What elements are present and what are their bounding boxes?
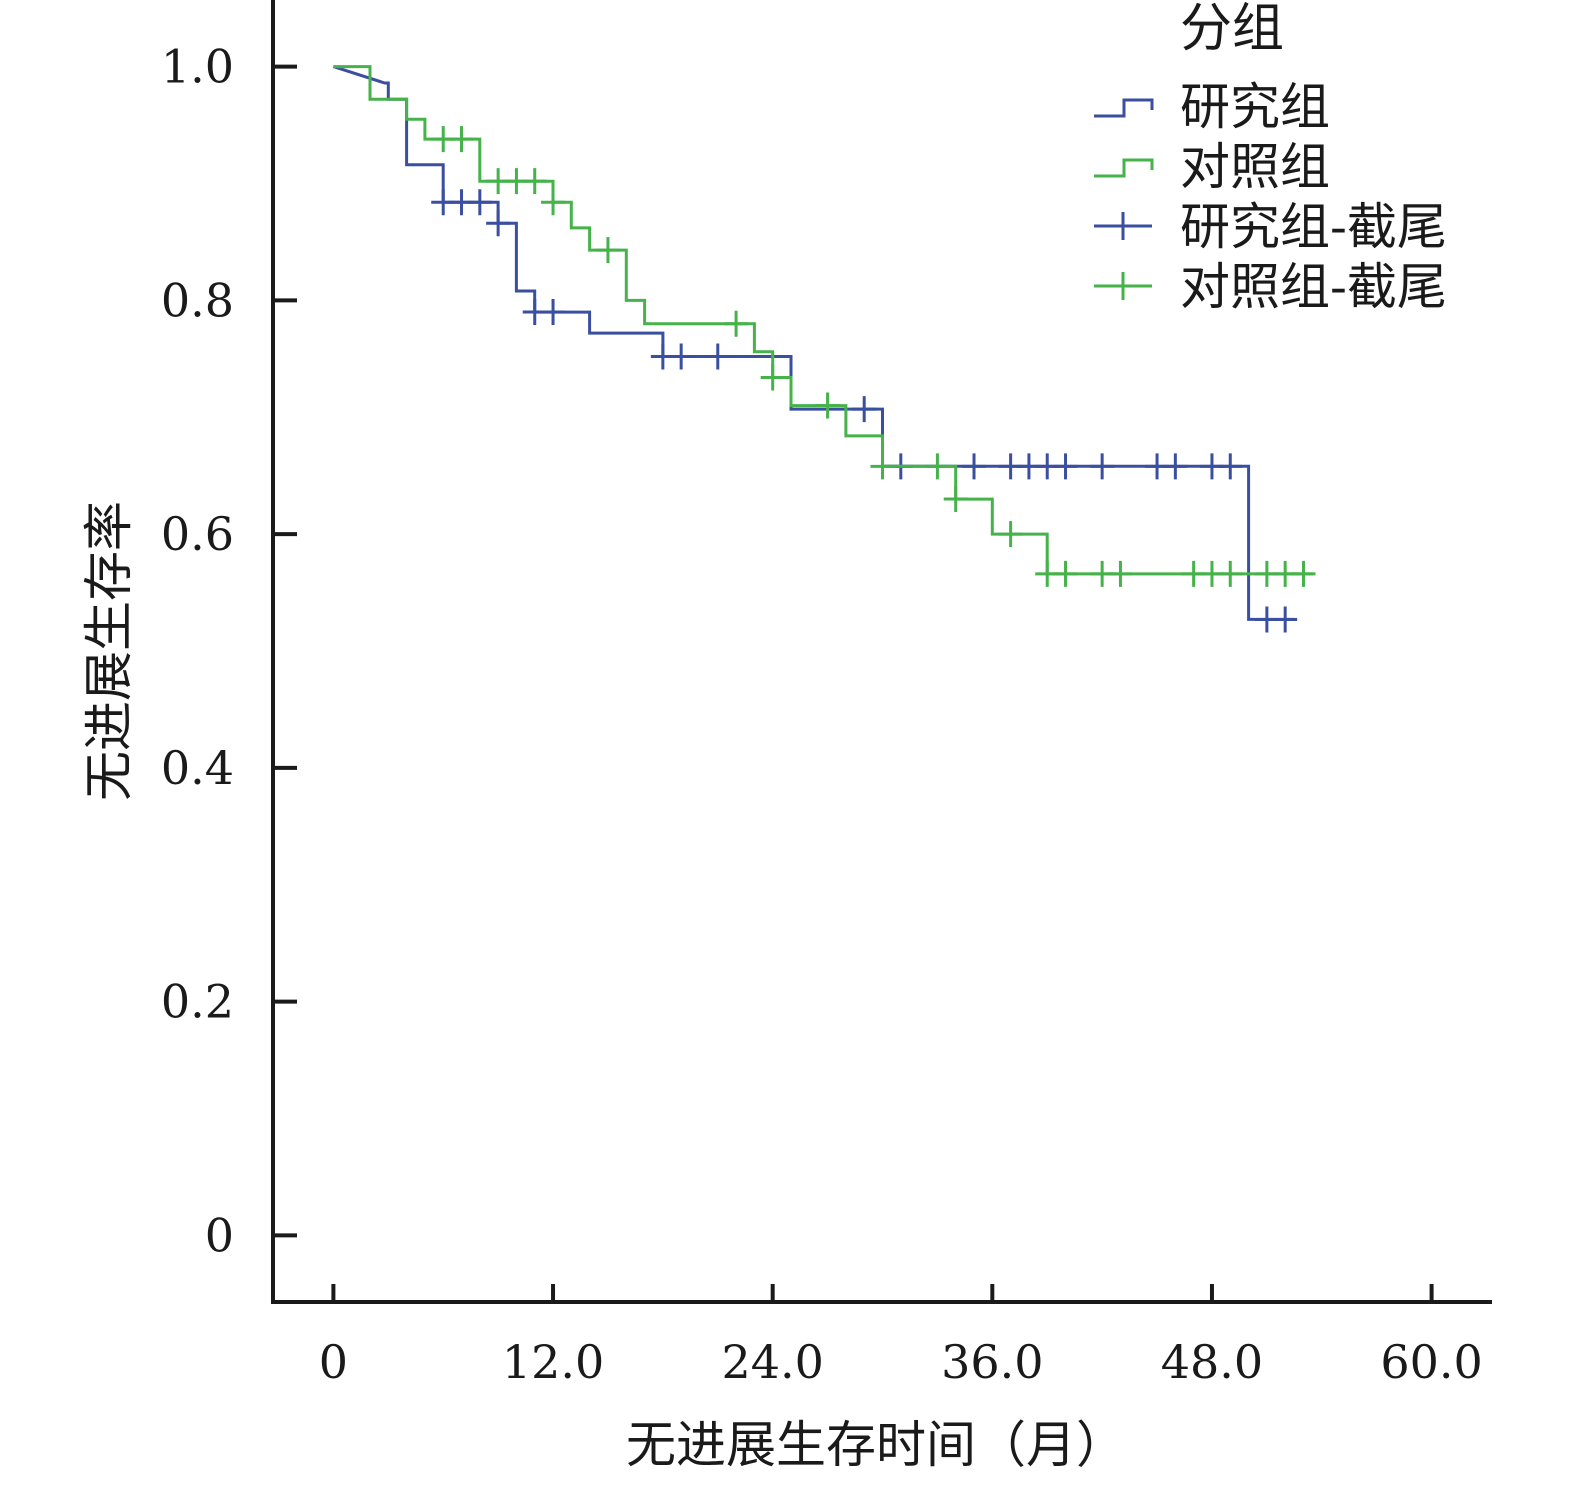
research-censor-mark [852, 396, 877, 423]
control-censor-mark [1053, 560, 1078, 587]
research-censor-mark [541, 299, 566, 326]
y-axis-title: 无进展生存率 [80, 501, 138, 801]
y-tick-label: 0.8 [161, 273, 234, 327]
legend-swatch-research-censor [1094, 212, 1152, 240]
y-tick-label: 0 [205, 1208, 234, 1262]
control-censor-mark [595, 237, 620, 264]
research-censor-mark [669, 343, 694, 370]
control-survival-line [333, 65, 1313, 576]
research-censor-mark [1163, 453, 1188, 480]
research-censor-mark [1053, 453, 1078, 480]
research-censor-mark [1218, 453, 1243, 480]
legend-title: 分组 [1180, 0, 1284, 59]
y-tick-label: 0.6 [161, 507, 234, 561]
control-censor-mark [541, 189, 566, 216]
legend-swatch-control-censor [1094, 272, 1152, 300]
research-censor-mark [705, 343, 730, 370]
control-censor-mark [925, 453, 950, 480]
x-tick-label: 12.0 [502, 1335, 604, 1389]
research-censor-mark [962, 453, 987, 480]
research-censor-mark [1273, 606, 1298, 633]
y-tick-label: 1.0 [161, 40, 234, 94]
x-tick-label: 0 [319, 1335, 348, 1389]
legend-swatch-research-line [1094, 98, 1154, 118]
x-tick-label: 60.0 [1380, 1335, 1482, 1389]
research-censor-mark [1090, 453, 1115, 480]
y-tick-label: 0.4 [161, 741, 234, 795]
series-group [332, 65, 1316, 633]
x-axis-title: 无进展生存时间（月） [626, 1416, 1126, 1474]
x-tick-label: 48.0 [1161, 1335, 1263, 1389]
control-censor-mark [724, 310, 749, 337]
control-censor-mark [760, 364, 785, 391]
control-censor-mark [998, 521, 1023, 548]
research-censor-mark [486, 210, 511, 237]
control-censor-mark [870, 453, 895, 480]
control-censor-mark [1218, 560, 1243, 587]
legend-label: 研究组 [1180, 78, 1330, 136]
control-censor-mark [1108, 560, 1133, 587]
legend-swatch-control-line [1094, 158, 1154, 178]
y-tick-label: 0.2 [161, 975, 234, 1029]
legend-label: 对照组 [1180, 138, 1330, 196]
control-censor-mark [1291, 560, 1316, 587]
x-tick-label: 36.0 [941, 1335, 1043, 1389]
axes [271, 0, 1492, 1304]
research-censor-mark [467, 189, 492, 216]
control-censor-mark [522, 168, 547, 195]
ticks: 0 0.2 0.4 0.6 0.8 1.0 0 12.0 24.0 36.0 48.0 60.0 [161, 40, 1483, 1389]
x-tick-label: 24.0 [721, 1335, 823, 1389]
legend-label: 研究组-截尾 [1180, 198, 1447, 256]
control-censor-mark [815, 392, 840, 419]
control-censor-mark [943, 486, 968, 513]
research-survival-line [332, 65, 1295, 621]
legend-label: 对照组-截尾 [1180, 258, 1447, 316]
control-censor-mark [449, 126, 474, 153]
